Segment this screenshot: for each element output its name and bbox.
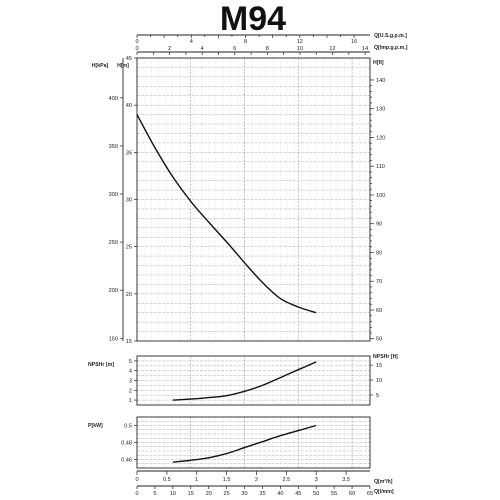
ft-tick-label: 140: [376, 78, 385, 84]
hm-tick-label: 35: [126, 150, 132, 156]
lmin-tick-label: 65: [367, 491, 373, 497]
ft-tick-label: 70: [376, 279, 382, 285]
right-tick-label: 5: [376, 393, 379, 399]
right-tick-label: 10: [376, 378, 382, 384]
lmin-tick-label: 40: [277, 491, 283, 497]
lmin-tick-label: 30: [241, 491, 247, 497]
kpa-tick-label: 200: [109, 288, 118, 294]
ft-tick-label: 90: [376, 222, 382, 228]
m3h-tick-label: 3: [315, 477, 318, 483]
right-tick-label: 15: [376, 363, 382, 369]
curves: [136, 114, 317, 463]
axes: [120, 34, 374, 489]
hm-tick-label: 40: [126, 103, 132, 109]
impgpm-tick-label: 8: [266, 46, 269, 52]
usgpm-tick-label: 12: [297, 39, 303, 45]
ft-tick-label: 100: [376, 193, 385, 199]
m3h-axis-label: Q[m³/h]: [374, 479, 393, 485]
left-tick-label: 0.46: [121, 458, 132, 464]
ft-tick-label: 50: [376, 337, 382, 343]
impgpm-axis-label: Q[Imp.g.p.m.]: [374, 45, 408, 51]
left-axis-label: NPSHr [m]: [88, 362, 114, 368]
hm-tick-label: 20: [126, 292, 132, 298]
left-axis-label: P[kW]: [88, 423, 103, 429]
impgpm-tick-label: 4: [201, 46, 204, 52]
lmin-tick-label: 15: [188, 491, 194, 497]
ft-tick-label: 130: [376, 107, 385, 113]
lmin-tick-label: 60: [349, 491, 355, 497]
hm-tick-label: 30: [126, 198, 132, 204]
tick-labels: 0 4 8 12 160 2 4 6 8 10 12 14Q[U.S.g.p.m.]Q[Imp.g.p…: [88, 33, 408, 497]
kpa-tick-label: 400: [109, 96, 118, 102]
left-tick-label: 5: [129, 359, 132, 365]
lmin-axis-label: Q[l/min]: [374, 489, 394, 495]
right-axis-label: NPSHr [ft]: [373, 354, 398, 360]
left-tick-label: 2: [129, 388, 132, 394]
kpa-axis-label: H[kPa]: [92, 63, 109, 69]
hm-tick-label: 15: [126, 339, 132, 345]
chart-title: M94: [220, 0, 286, 38]
hm-tick-label: 25: [126, 245, 132, 251]
usgpm-tick-label: 16: [351, 39, 357, 45]
left-tick-label: 1: [129, 398, 132, 404]
impgpm-tick-label: 2: [168, 46, 171, 52]
left-tick-label: 0.5: [124, 424, 132, 430]
kpa-tick-label: 150: [109, 336, 118, 342]
left-tick-label: 4: [129, 369, 132, 375]
lmin-tick-label: 20: [206, 491, 212, 497]
impgpm-tick-label: 12: [329, 46, 335, 52]
power-curve: [172, 424, 317, 463]
m3h-tick-label: 0: [135, 477, 138, 483]
lmin-tick-label: 55: [331, 491, 337, 497]
hm-axis-label: H[m]: [117, 63, 129, 69]
ft-axis-label: H[ft]: [373, 60, 384, 66]
left-tick-label: 3: [129, 379, 132, 385]
ft-tick-label: 60: [376, 308, 382, 314]
impgpm-tick-label: 10: [297, 46, 303, 52]
usgpm-tick-label: 4: [190, 39, 193, 45]
lmin-tick-label: 10: [170, 491, 176, 497]
kpa-tick-label: 300: [109, 192, 118, 198]
hm-tick-label: 45: [126, 56, 132, 62]
m3h-tick-label: 2: [255, 477, 258, 483]
usgpm-tick-label: 8: [244, 39, 247, 45]
usgpm-tick-label: 0: [135, 39, 138, 45]
impgpm-tick-label: 6: [233, 46, 236, 52]
ft-tick-label: 80: [376, 250, 382, 256]
lmin-tick-label: 25: [223, 491, 229, 497]
impgpm-tick-label: 14: [362, 46, 368, 52]
npsh-curve: [172, 361, 317, 401]
m3h-tick-label: 1: [195, 477, 198, 483]
ft-tick-label: 120: [376, 135, 385, 141]
grid-lines: [137, 58, 370, 468]
m3h-tick-label: 1.5: [223, 477, 231, 483]
lmin-tick-label: 5: [153, 491, 156, 497]
m3h-tick-label: 2.5: [282, 477, 290, 483]
ft-tick-label: 110: [376, 164, 385, 170]
lmin-tick-label: 35: [259, 491, 265, 497]
left-tick-label: 0.48: [121, 441, 132, 447]
usgpm-axis-label: Q[U.S.g.p.m.]: [374, 33, 407, 39]
lmin-tick-label: 0: [135, 491, 138, 497]
impgpm-tick-label: 0: [135, 46, 138, 52]
m3h-tick-label: 0.5: [163, 477, 171, 483]
lmin-tick-label: 45: [295, 491, 301, 497]
kpa-tick-label: 250: [109, 240, 118, 246]
kpa-tick-label: 350: [109, 144, 118, 150]
head-curve: [136, 114, 317, 314]
m3h-tick-label: 3.5: [342, 477, 350, 483]
lmin-tick-label: 50: [313, 491, 319, 497]
